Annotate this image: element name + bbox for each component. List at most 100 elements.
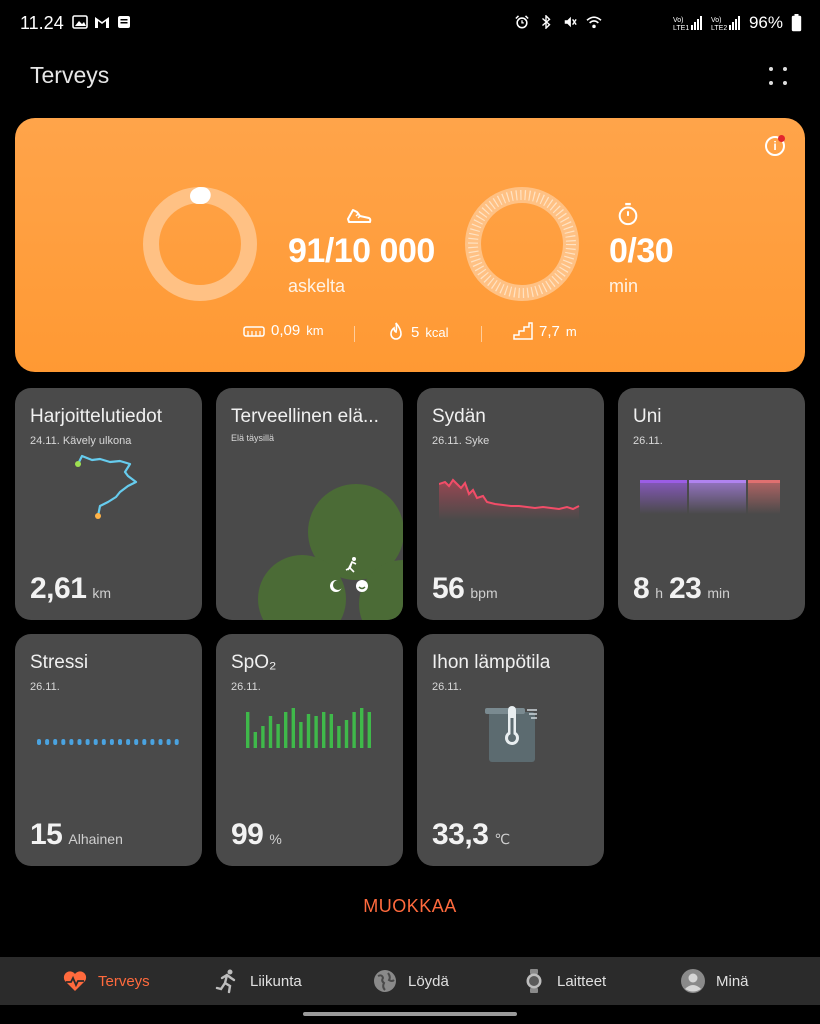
stress-dot bbox=[37, 739, 41, 745]
stress-dot bbox=[142, 739, 147, 745]
card-title: Uni bbox=[633, 406, 662, 427]
shoe-icon bbox=[347, 209, 372, 223]
message-icon bbox=[118, 16, 130, 28]
active-time-unit: min bbox=[609, 276, 639, 296]
card-value: 15 Alhainen bbox=[30, 818, 123, 852]
spo2-bar bbox=[367, 712, 371, 748]
sleep-stages-bar bbox=[640, 480, 780, 514]
stress-dot bbox=[158, 739, 163, 745]
spo2-bar bbox=[246, 712, 250, 748]
bluetooth-icon bbox=[542, 15, 551, 29]
home-indicator[interactable] bbox=[303, 1012, 517, 1016]
card-title: Sydän bbox=[432, 406, 486, 427]
daily-activity-card[interactable]: i 91/10 000 askelta 0/30 min 0,09 km 5 kca… bbox=[15, 118, 805, 372]
thermometer-icon bbox=[485, 706, 537, 762]
dot-icon bbox=[769, 81, 773, 85]
flame-icon bbox=[390, 322, 402, 340]
card-value: 2,61 km bbox=[30, 572, 111, 606]
calories-value: 5 bbox=[411, 323, 420, 341]
spo2-bar bbox=[322, 712, 326, 748]
nav-label: Liikunta bbox=[250, 972, 302, 990]
steps-ring-knob bbox=[190, 188, 210, 204]
floors-stat: 7,7 m bbox=[513, 322, 577, 340]
heart-rate-graph bbox=[439, 478, 580, 520]
card-subtitle: 26.11. bbox=[633, 435, 663, 447]
route-map-icon bbox=[75, 454, 138, 519]
stress-dot bbox=[101, 739, 106, 745]
heart-rate-number: 56 bbox=[432, 572, 465, 605]
sleep-card[interactable]: Uni 26.11. 8 h 23 min bbox=[618, 388, 805, 620]
stress-dot bbox=[69, 739, 74, 745]
stress-dot bbox=[166, 739, 171, 745]
spo2-bar bbox=[261, 726, 265, 748]
card-title: Ihon lämpötila bbox=[432, 652, 551, 673]
battery-percent: 96% bbox=[748, 13, 783, 32]
stress-dot bbox=[150, 739, 155, 745]
nav-item-liikunta[interactable]: Liikunta bbox=[214, 957, 302, 1005]
spo2-bar bbox=[314, 716, 318, 748]
spo2-bar bbox=[253, 732, 257, 748]
running-icon bbox=[215, 969, 236, 994]
gmail-icon bbox=[95, 17, 109, 28]
stress-dot bbox=[134, 739, 139, 745]
status-bar: 11.24 Vo) LTE1 Vo) LTE2 96% bbox=[0, 0, 820, 48]
spo2-bar bbox=[268, 716, 273, 748]
more-options-button[interactable] bbox=[766, 64, 790, 88]
distance-number: 2,61 bbox=[30, 572, 87, 605]
stress-dot bbox=[53, 739, 58, 745]
heart-pulse-icon bbox=[63, 971, 87, 991]
card-value: 99 % bbox=[231, 818, 282, 852]
stress-dot bbox=[77, 739, 82, 745]
skin-temperature-card[interactable]: Ihon lämpötila 26.11. 33,3 ℃ bbox=[417, 634, 604, 866]
globe-icon bbox=[374, 970, 396, 992]
status-time: 11.24 bbox=[20, 13, 64, 33]
card-subtitle: 24.11. Kävely ulkona bbox=[30, 435, 132, 447]
status-right: Vo) LTE1 Vo) LTE2 96% bbox=[673, 13, 802, 33]
spo2-bar bbox=[360, 708, 364, 748]
card-subtitle: 26.11. bbox=[432, 681, 462, 693]
edit-button[interactable]: MUOKKAA bbox=[363, 896, 457, 916]
watch-icon bbox=[526, 969, 542, 993]
mute-icon bbox=[564, 16, 577, 28]
nav-item-mina[interactable]: Minä bbox=[680, 957, 749, 1005]
spo2-card[interactable]: SpO₂ 26.11. 99 % bbox=[216, 634, 403, 866]
healthy-living-card[interactable]: Terveellinen elä... Elä täysillä bbox=[216, 388, 403, 620]
spo2-bar bbox=[352, 712, 356, 748]
nav-label: Laitteet bbox=[557, 972, 607, 990]
spo2-bar bbox=[299, 722, 303, 748]
person-icon bbox=[681, 969, 705, 993]
card-title: SpO₂ bbox=[231, 652, 277, 673]
page-title: Terveys bbox=[30, 62, 110, 88]
stress-card[interactable]: Stressi 26.11. 15 Alhainen bbox=[15, 634, 202, 866]
spo2-unit: % bbox=[269, 831, 282, 847]
card-title: Stressi bbox=[30, 652, 89, 673]
card-title: Harjoittelutiedot bbox=[30, 406, 163, 427]
card-subtitle: 26.11. bbox=[30, 681, 60, 693]
calories-unit: kcal bbox=[425, 324, 449, 340]
spo2-bar bbox=[291, 708, 295, 748]
stress-level: Alhainen bbox=[68, 831, 123, 847]
card-subtitle: 26.11. bbox=[231, 681, 261, 693]
nav-item-laitteet[interactable]: Laitteet bbox=[521, 957, 606, 1005]
battery-icon bbox=[791, 14, 802, 32]
exercise-card[interactable]: Harjoittelutiedot 24.11. Kävely ulkona 2… bbox=[15, 388, 202, 620]
nav-label: Terveys bbox=[98, 972, 150, 990]
gallery-icon bbox=[72, 15, 88, 29]
skin-temperature-number: 33,3 bbox=[432, 818, 489, 851]
nav-item-terveys[interactable]: Terveys bbox=[62, 957, 150, 1005]
card-subtitle: Elä täysillä bbox=[231, 433, 275, 443]
distance-value: 0,09 bbox=[271, 322, 301, 339]
stopwatch-icon bbox=[618, 202, 638, 226]
nav-item-loyda[interactable]: Löydä bbox=[372, 957, 449, 1005]
sleep-hours-unit: h bbox=[655, 585, 663, 601]
dot-icon bbox=[783, 81, 787, 85]
info-icon[interactable]: i bbox=[765, 135, 785, 156]
sleep-minutes: 23 bbox=[668, 572, 702, 605]
floors-value: 7,7 bbox=[539, 322, 560, 340]
steps-ring bbox=[143, 187, 257, 301]
stress-dot bbox=[93, 739, 98, 745]
heart-rate-card[interactable]: Sydän 26.11. Syke 56 bpm bbox=[417, 388, 604, 620]
spo2-bar bbox=[276, 724, 280, 748]
steps-unit: askelta bbox=[288, 276, 346, 296]
card-value: 56 bpm bbox=[432, 572, 498, 606]
